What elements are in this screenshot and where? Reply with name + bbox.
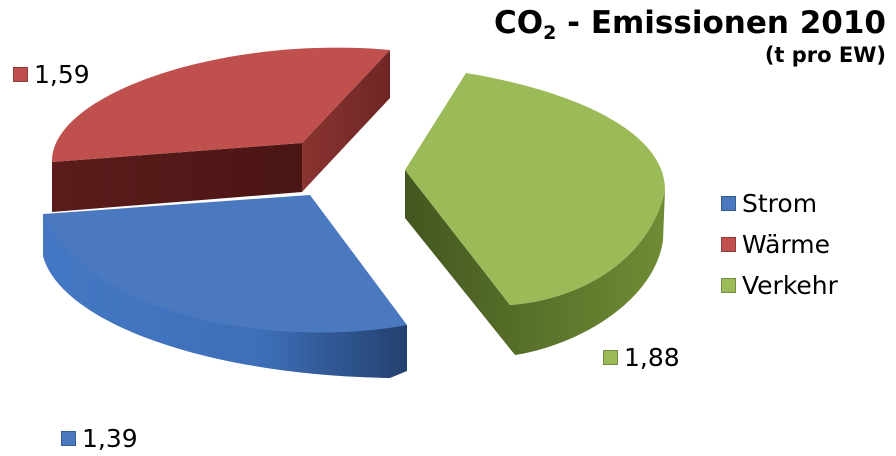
- title-subscript: 2: [543, 22, 556, 44]
- legend-item-verkehr: Verkehr: [721, 265, 838, 306]
- legend: Strom Wärme Verkehr: [721, 183, 838, 306]
- legend-swatch-verkehr: [721, 278, 736, 293]
- legend-swatch-strom: [721, 196, 736, 211]
- legend-item-strom: Strom: [721, 183, 838, 224]
- data-label-swatch-waerme: [13, 67, 28, 82]
- data-label-value-waerme: 1,59: [34, 60, 90, 89]
- chart-title-block: CO2 - Emissionen 2010 (t pro EW): [494, 4, 886, 68]
- data-label-waerme: 1,59: [13, 60, 90, 89]
- chart-subtitle: (t pro EW): [494, 42, 886, 68]
- legend-item-waerme: Wärme: [721, 224, 838, 265]
- chart-title: CO2 - Emissionen 2010: [494, 4, 886, 42]
- data-label-swatch-verkehr: [603, 350, 618, 365]
- data-label-strom: 1,39: [61, 424, 138, 453]
- legend-label-verkehr: Verkehr: [742, 271, 838, 300]
- data-label-verkehr: 1,88: [603, 343, 680, 372]
- data-label-swatch-strom: [61, 431, 76, 446]
- legend-swatch-waerme: [721, 237, 736, 252]
- data-label-value-verkehr: 1,88: [624, 343, 680, 372]
- data-label-value-strom: 1,39: [82, 424, 138, 453]
- legend-label-waerme: Wärme: [742, 230, 830, 259]
- legend-label-strom: Strom: [742, 189, 817, 218]
